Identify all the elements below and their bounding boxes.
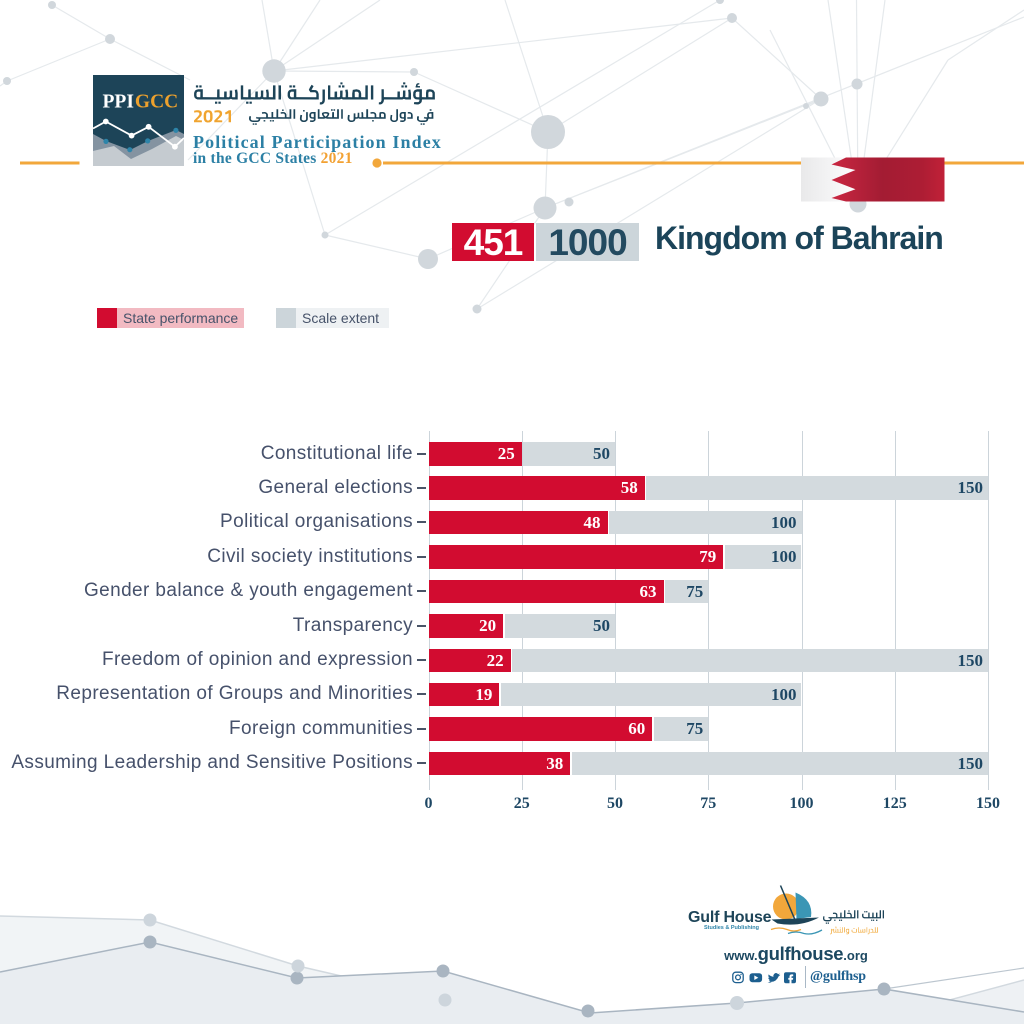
svg-text:PPIGCC: PPIGCC — [103, 92, 179, 113]
